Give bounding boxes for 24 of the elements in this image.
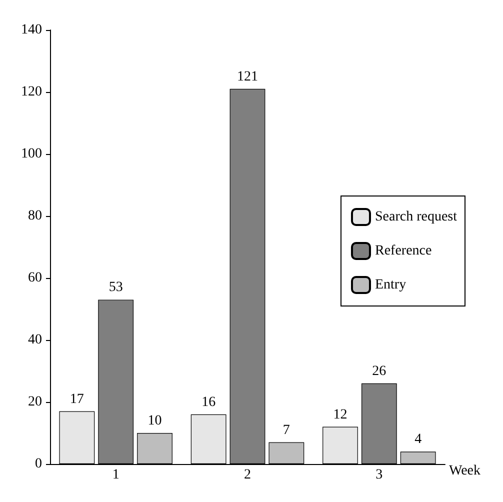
data-label: 17 [70,392,84,407]
y-tick-label: 100 [21,146,42,162]
y-tick-label: 40 [28,332,42,348]
x-tick-label: 3 [376,468,383,482]
x-tick-label: 2 [244,468,251,482]
y-tick-label: 60 [28,270,42,286]
legend-label: Entry [374,278,406,292]
data-label: 12 [333,407,348,422]
y-tick-label: 0 [35,456,42,472]
data-label: 53 [108,280,123,296]
y-tick-label: 140 [21,22,42,38]
legend-label: Search request [374,210,458,224]
x-tick-label: 1 [112,468,120,482]
data-label: 16 [202,394,216,410]
x-axis-title: Week [449,464,481,478]
data-label: 121 [237,69,258,84]
data-label: 26 [372,364,386,379]
data-label: 10 [148,414,162,428]
data-label: 7 [282,422,290,438]
y-tick-label: 80 [28,208,42,224]
y-tick-label: 120 [21,84,42,100]
legend-label: Reference [374,244,432,258]
data-label: 4 [414,432,422,448]
y-tick-label: 20 [28,394,42,410]
